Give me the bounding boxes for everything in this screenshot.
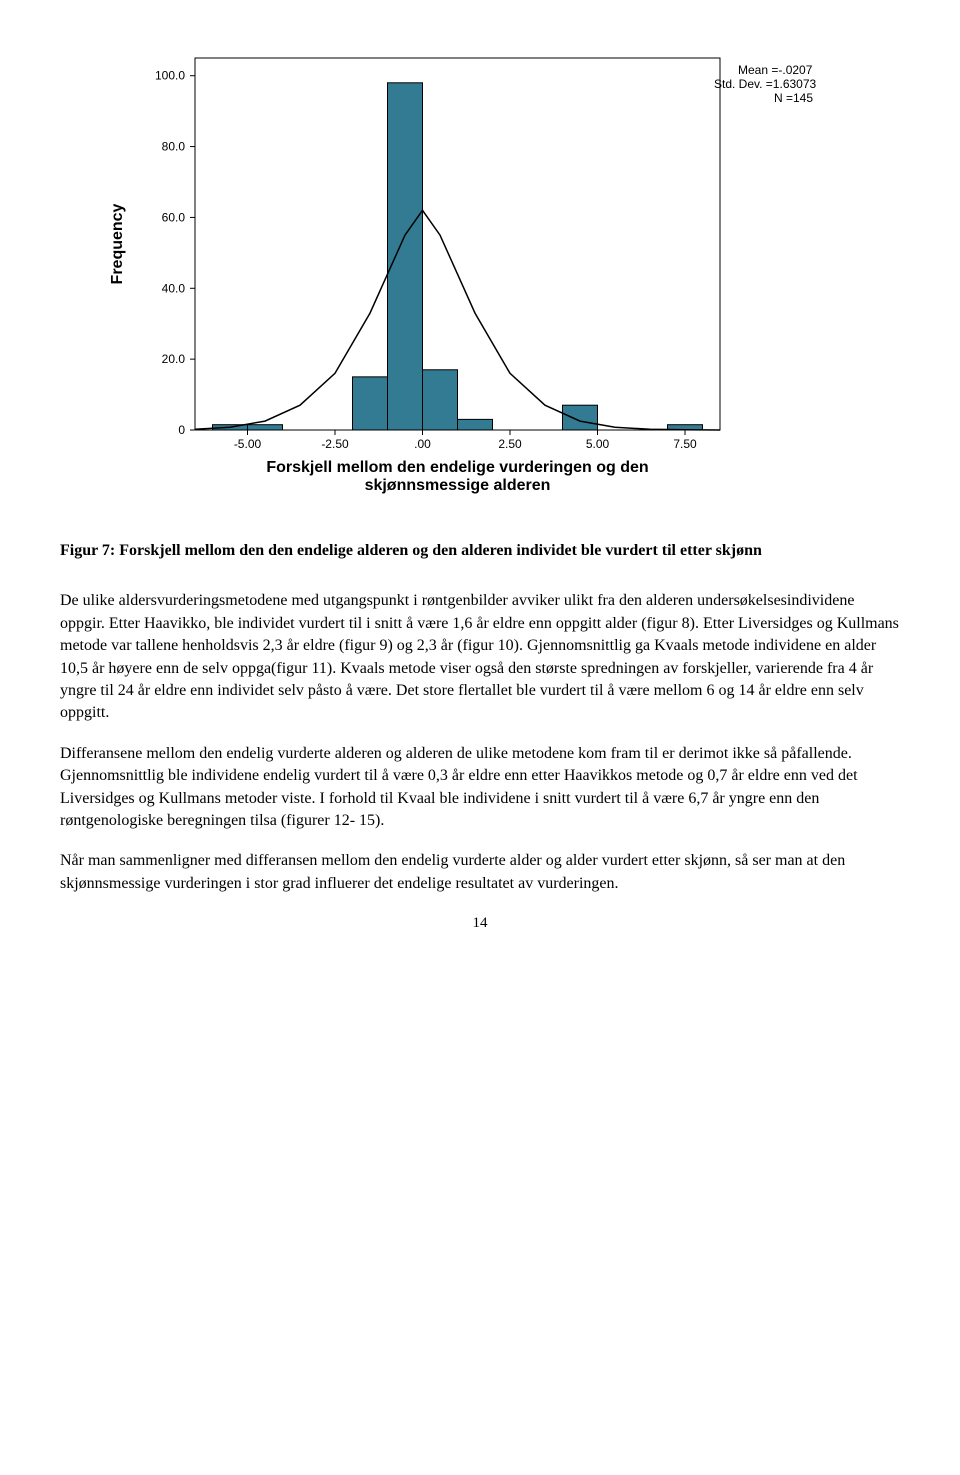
page-number: 14 — [60, 913, 900, 934]
paragraph-2: Differansene mellom den endelig vurderte… — [60, 743, 900, 833]
svg-text:20.0: 20.0 — [162, 352, 186, 366]
svg-text:80.0: 80.0 — [162, 140, 186, 154]
svg-text:Forskjell mellom den endelige: Forskjell mellom den endelige vurderinge… — [266, 459, 648, 476]
svg-text:skjønnsmessige alderen: skjønnsmessige alderen — [365, 477, 551, 494]
svg-text:40.0: 40.0 — [162, 281, 186, 295]
svg-text:Frequency: Frequency — [109, 203, 126, 284]
svg-text:-5.00: -5.00 — [234, 437, 262, 451]
figure-caption: Figur 7: Forskjell mellom den den endeli… — [60, 540, 900, 562]
paragraph-1: De ulike aldersvurderingsmetodene med ut… — [60, 590, 900, 724]
svg-text:N =145: N =145 — [774, 91, 813, 105]
histogram-svg: 0 20.0 40.0 60.0 80.0 100.0 -5.00 -2.50 .00 2.50 5… — [100, 40, 880, 510]
svg-text:5.00: 5.00 — [586, 437, 610, 451]
svg-text:2.50: 2.50 — [498, 437, 522, 451]
histogram-chart: 0 20.0 40.0 60.0 80.0 100.0 -5.00 -2.50 .00 2.50 5… — [100, 40, 900, 510]
svg-text:7.50: 7.50 — [673, 437, 697, 451]
svg-text:Mean =-.0207: Mean =-.0207 — [738, 63, 813, 77]
svg-text:-2.50: -2.50 — [321, 437, 349, 451]
svg-text:Std. Dev. =1.63073: Std. Dev. =1.63073 — [714, 77, 817, 91]
svg-text:0: 0 — [178, 423, 185, 437]
paragraph-3: Når man sammenligner med differansen mel… — [60, 850, 900, 895]
svg-text:60.0: 60.0 — [162, 210, 186, 224]
svg-text:100.0: 100.0 — [155, 69, 185, 83]
svg-text:.00: .00 — [414, 437, 431, 451]
